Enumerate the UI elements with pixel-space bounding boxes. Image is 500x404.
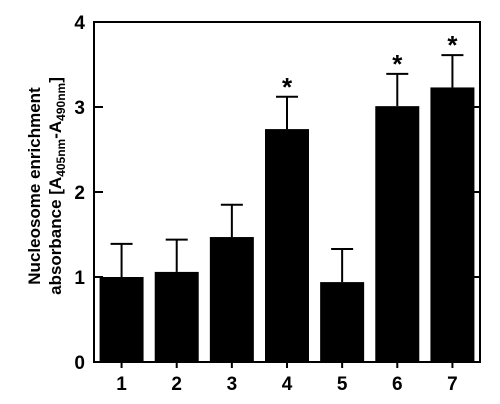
x-tick-label-3: 4 bbox=[282, 374, 293, 395]
plot-area: 0 1 2 3 4 1 2 3 4 * 5 6 * 7 * bbox=[74, 13, 481, 395]
bar-6 bbox=[430, 87, 475, 362]
y-tick-label-2: 2 bbox=[74, 183, 85, 204]
y-tick-label-4: 4 bbox=[74, 13, 85, 34]
x-tick-label-2: 3 bbox=[227, 374, 238, 395]
y-axis-label: Nucleosome enrichment absorbance [A405nm… bbox=[25, 77, 68, 295]
y-axis-label-line2: absorbance [A405nm-A490nm] bbox=[46, 77, 68, 295]
bar-3 bbox=[265, 129, 309, 362]
y-tick-label-1: 1 bbox=[74, 268, 85, 289]
x-tick-label-0: 1 bbox=[116, 374, 127, 395]
bar-4 bbox=[320, 282, 365, 362]
bar-5 bbox=[375, 106, 420, 363]
y-tick-label-0: 0 bbox=[74, 353, 85, 374]
x-tick-label-1: 2 bbox=[171, 374, 182, 395]
significance-star-5: * bbox=[392, 49, 403, 79]
significance-star-6: * bbox=[447, 30, 458, 60]
y-axis-label-line1: Nucleosome enrichment bbox=[25, 87, 44, 285]
significance-star-3: * bbox=[282, 72, 293, 102]
bar-2 bbox=[209, 237, 254, 362]
x-tick-label-6: 7 bbox=[447, 374, 458, 395]
x-tick-label-4: 5 bbox=[337, 374, 348, 395]
y-tick-label-3: 3 bbox=[74, 98, 85, 119]
x-tick-label-5: 6 bbox=[392, 374, 403, 395]
bar-1 bbox=[154, 271, 199, 362]
bar-0 bbox=[99, 277, 144, 362]
